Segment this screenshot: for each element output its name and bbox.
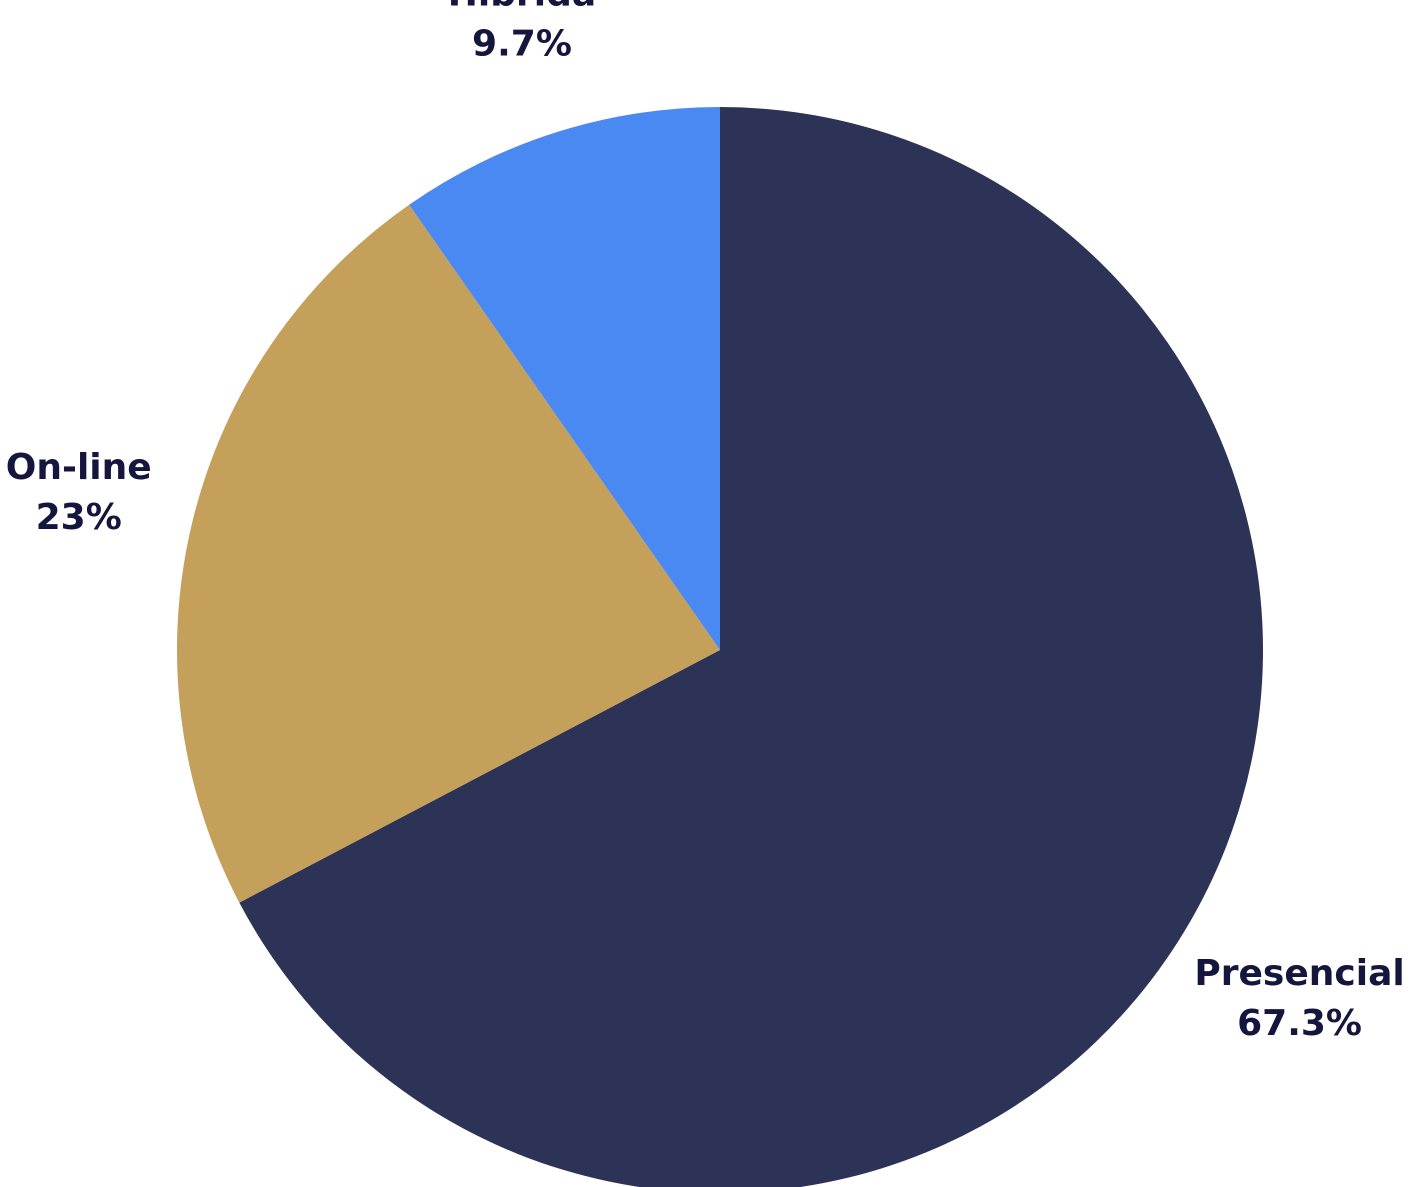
slice-label: Presencial: [1194, 953, 1404, 994]
slice-label: Híbrida: [448, 0, 596, 14]
slice-value-label: 23%: [36, 497, 122, 538]
pie-slice: [239, 107, 1263, 1187]
slice-value-label: 9.7%: [472, 23, 572, 64]
slice-value-label: 67.3%: [1237, 1003, 1362, 1044]
slice-label: On-line: [6, 447, 152, 488]
pie-slice: [409, 107, 720, 650]
pie-slice: [176, 204, 720, 903]
